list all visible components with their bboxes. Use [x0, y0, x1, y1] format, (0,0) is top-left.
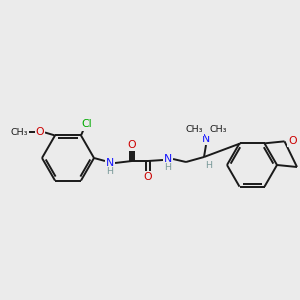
Text: N: N — [164, 154, 172, 164]
Text: CH₃: CH₃ — [185, 125, 203, 134]
Text: CH₃: CH₃ — [209, 125, 227, 134]
Text: O: O — [288, 136, 297, 146]
Text: H: H — [206, 160, 212, 169]
Text: O: O — [144, 172, 152, 182]
Text: N: N — [106, 158, 114, 168]
Text: O: O — [36, 128, 44, 137]
Text: N: N — [202, 134, 210, 144]
Text: CH₃: CH₃ — [10, 128, 28, 137]
Text: Cl: Cl — [82, 119, 92, 130]
Text: H: H — [164, 164, 172, 172]
Text: H: H — [106, 167, 113, 176]
Text: O: O — [128, 140, 136, 150]
